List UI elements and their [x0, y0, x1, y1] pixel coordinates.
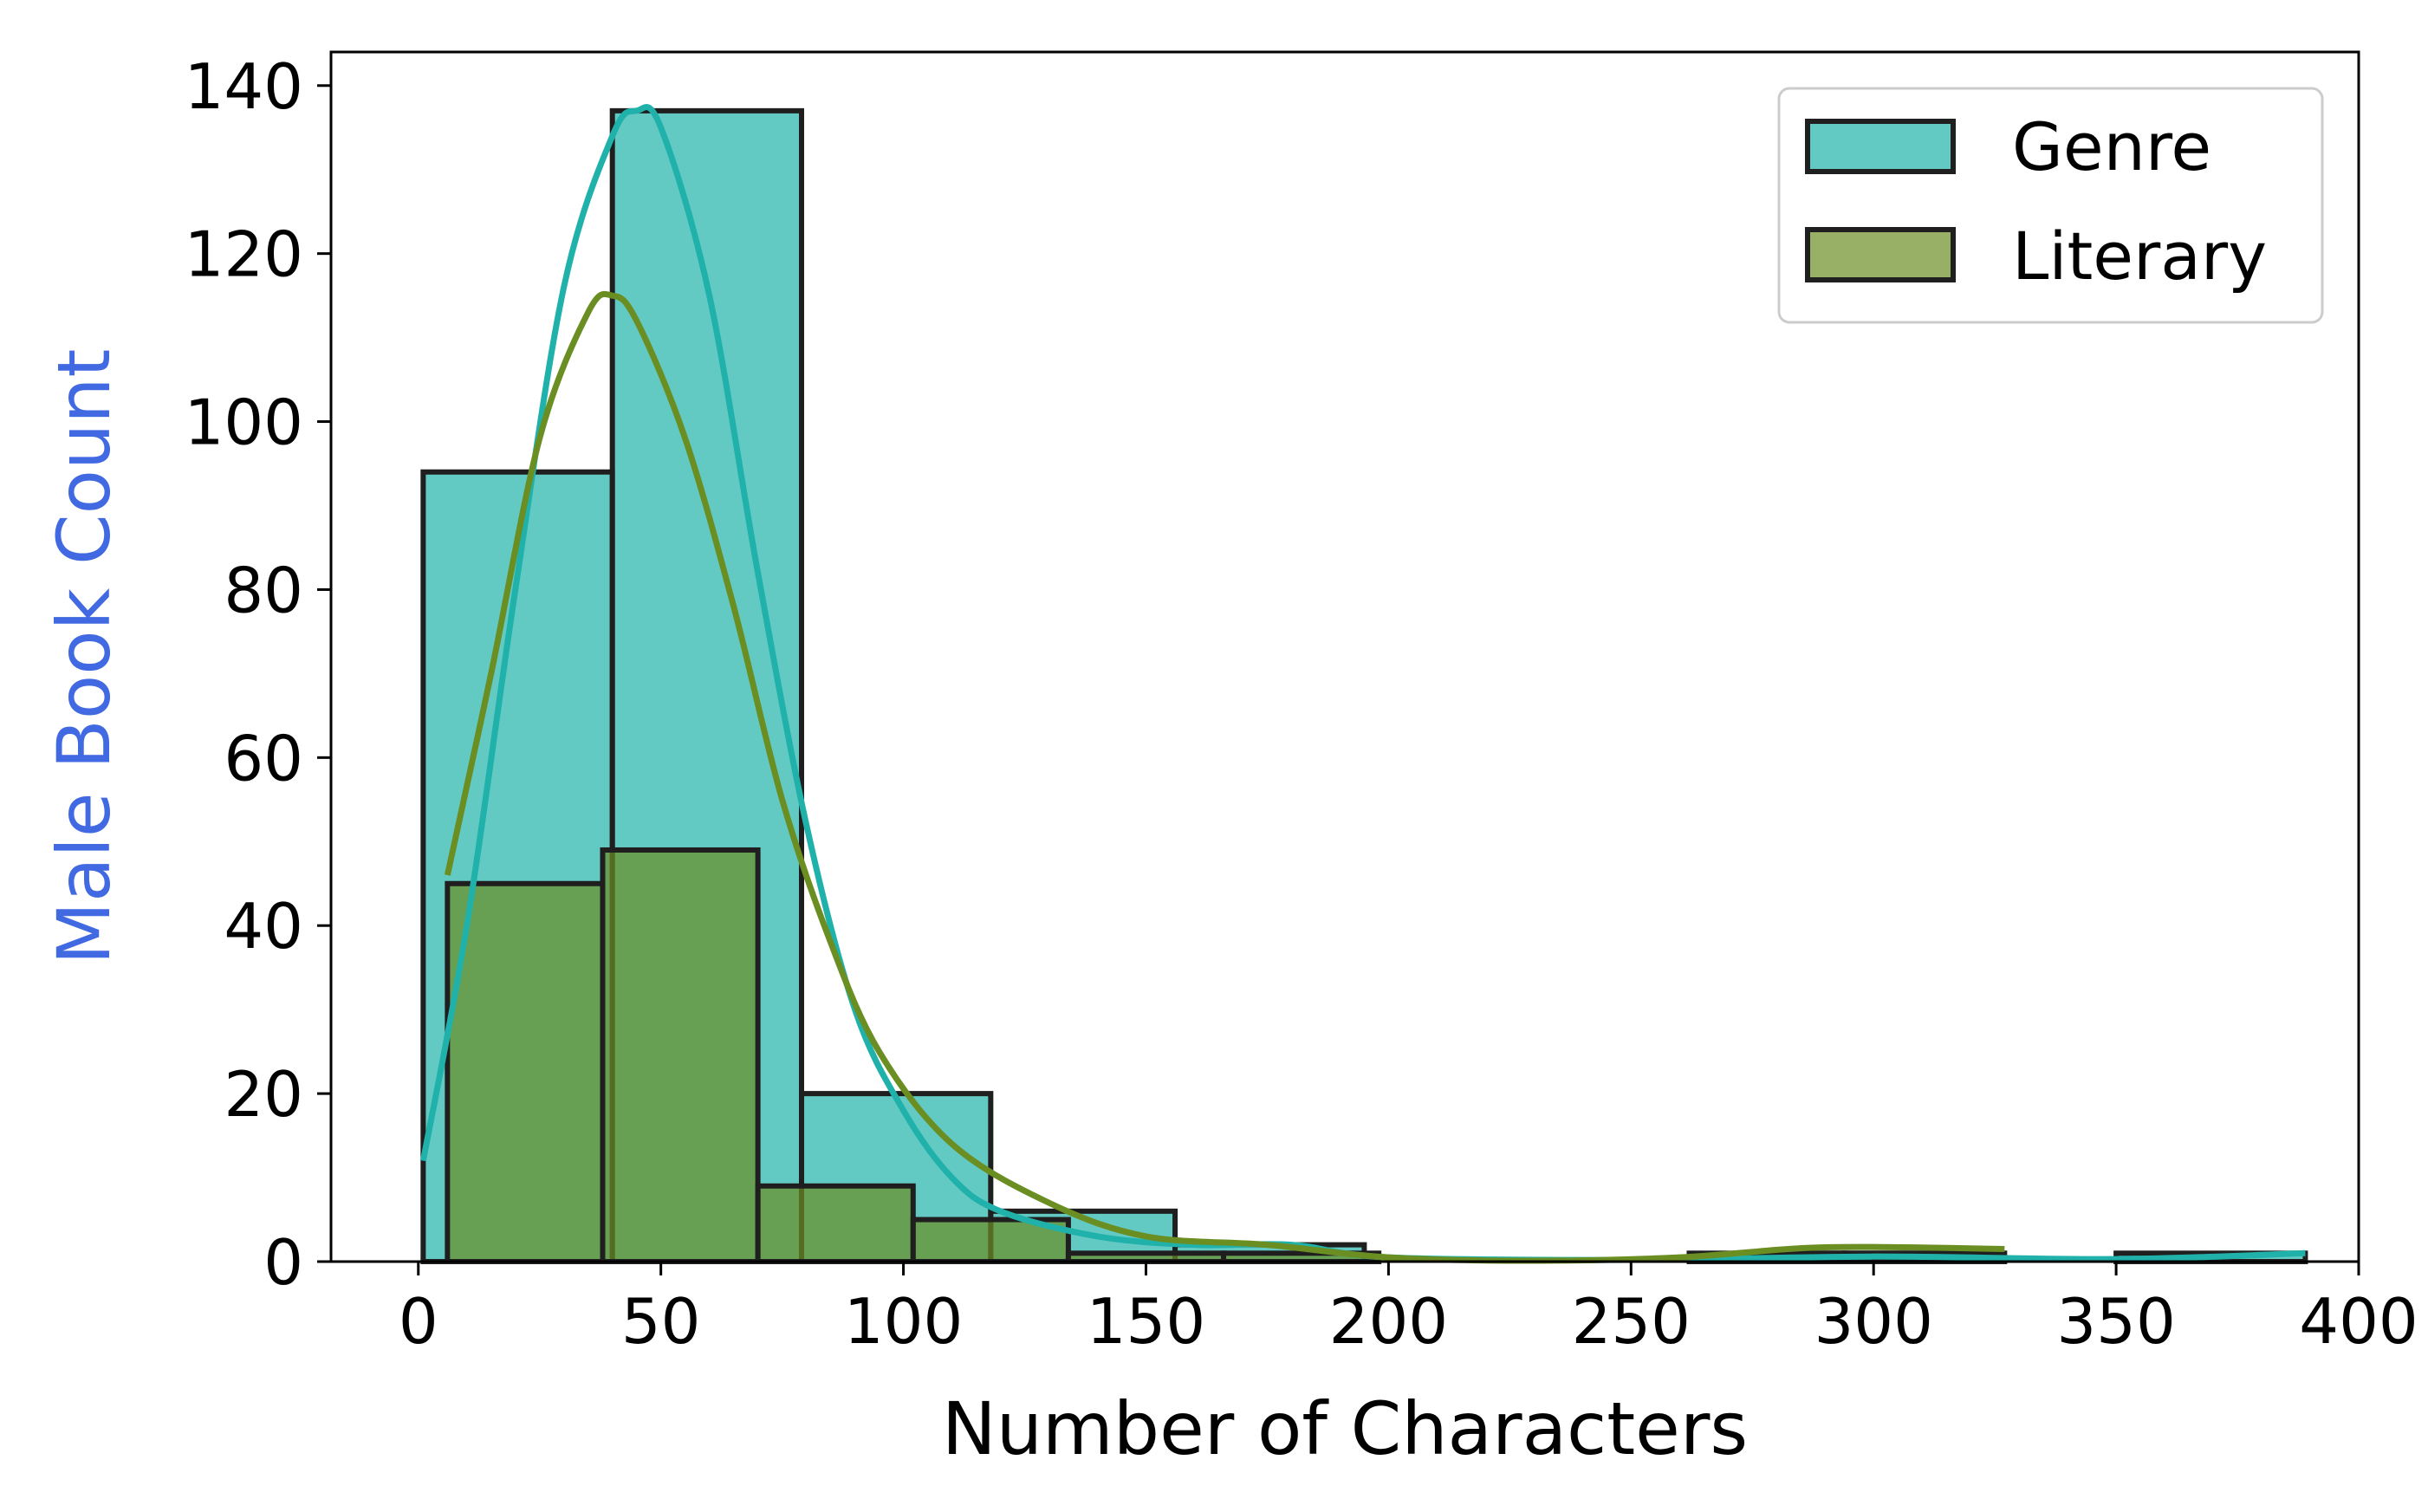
bar-literary-2 — [755, 1183, 916, 1264]
legend-label-literary: Literary — [2012, 217, 2267, 295]
y-tick-label-40: 40 — [224, 890, 303, 963]
plot-frame — [329, 50, 2360, 1263]
y-tick-label-120: 120 — [185, 218, 303, 291]
x-tick-label-250: 250 — [1572, 1285, 1691, 1358]
legend: Genre Literary — [1777, 87, 2324, 324]
y-tick-label-20: 20 — [224, 1058, 303, 1131]
x-axis-ticks: 0 50 100 150 200 250 300 350 400 — [399, 1262, 2418, 1358]
x-tick-label-300: 300 — [1814, 1285, 1932, 1358]
legend-swatch-literary — [1805, 227, 1956, 282]
x-tick-label-100: 100 — [844, 1285, 963, 1358]
x-tick-label-350: 350 — [2056, 1285, 2175, 1358]
y-tick-label-140: 140 — [185, 50, 303, 123]
x-tick-label-0: 0 — [399, 1285, 438, 1358]
legend-swatch-genre — [1805, 119, 1956, 174]
x-tick-label-50: 50 — [621, 1285, 701, 1358]
bar-literary-1 — [600, 847, 761, 1264]
y-axis-ticks: 0 20 40 60 80 100 120 140 — [185, 50, 331, 1299]
y-tick-label-60: 60 — [224, 722, 303, 795]
legend-label-genre: Genre — [2012, 108, 2211, 185]
x-tick-label-150: 150 — [1087, 1285, 1205, 1358]
y-tick-label-80: 80 — [224, 554, 303, 626]
x-tick-label-200: 200 — [1329, 1285, 1448, 1358]
x-axis-title: Number of Characters — [942, 1386, 1748, 1471]
x-tick-label-400: 400 — [2299, 1285, 2418, 1358]
bar-literary-0 — [445, 880, 606, 1264]
y-tick-label-0: 0 — [263, 1226, 303, 1299]
y-axis-title: Male Book Count — [42, 349, 127, 965]
y-tick-label-100: 100 — [185, 386, 303, 459]
